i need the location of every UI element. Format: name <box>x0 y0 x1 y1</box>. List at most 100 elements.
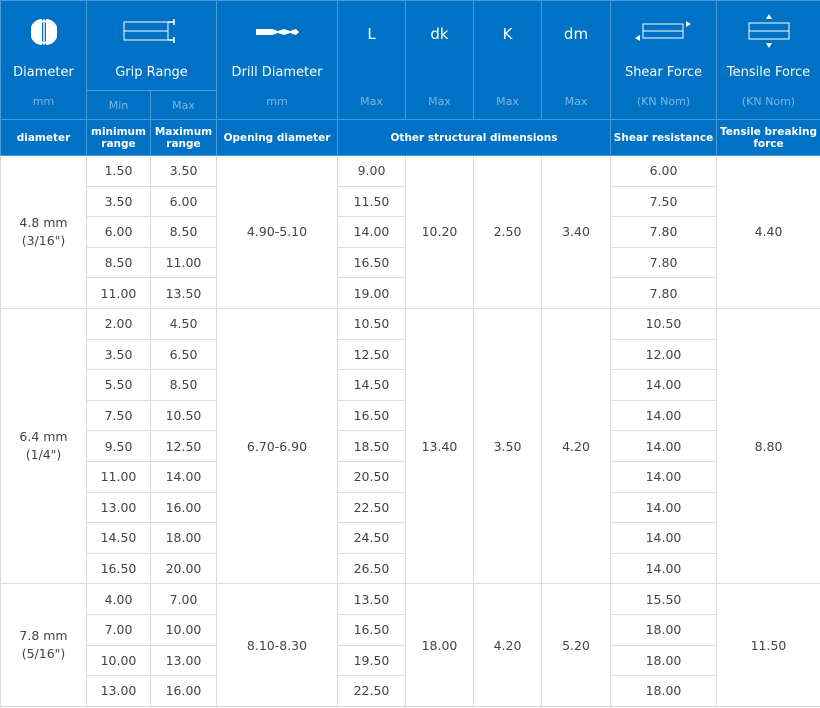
shear-cell: 12.00 <box>610 338 717 371</box>
diameter-mm: 7.8 mm <box>19 628 68 643</box>
L-cell: 19.00 <box>337 277 406 309</box>
diameter-mm: 6.4 mm <box>19 429 68 445</box>
header-title: Tensile Force <box>726 65 811 80</box>
L-cell: 20.50 <box>337 460 406 493</box>
L-cell: 16.50 <box>337 399 406 432</box>
table-row: 13.00 16.00 22.50 14.00 <box>1 491 820 524</box>
shear-cell: 14.00 <box>610 399 717 432</box>
table-row: 3.50 6.00 11.50 7.50 <box>1 185 820 218</box>
min-grip-cell: 8.50 <box>86 246 151 279</box>
table-row: 7.00 10.00 16.50 18.00 <box>1 613 820 646</box>
subheader-max: Maximum range <box>150 119 217 156</box>
L-cell: 14.00 <box>337 216 406 248</box>
max-grip-cell: 7.00 <box>150 583 217 615</box>
min-grip-cell: 14.50 <box>86 522 151 554</box>
K-cell: 3.50 <box>473 307 542 585</box>
max-grip-cell: 10.50 <box>150 399 217 432</box>
min-grip-cell: 7.50 <box>86 399 151 432</box>
L-cell: 12.50 <box>337 338 406 371</box>
max-grip-cell: 18.00 <box>150 522 217 554</box>
table-row: 3.50 6.50 12.50 12.00 <box>1 338 820 371</box>
shear-cell: 14.00 <box>610 369 717 401</box>
L-cell: 18.50 <box>337 430 406 462</box>
max-grip-cell: 6.00 <box>150 185 217 218</box>
min-grip-cell: 11.00 <box>86 460 151 493</box>
header-title: Drill Diameter <box>231 65 323 80</box>
drill-diameter-cell: 8.10-8.30 <box>216 583 338 707</box>
min-grip-cell: 9.50 <box>86 430 151 462</box>
header-unit: Max <box>360 95 383 108</box>
max-grip-cell: 3.50 <box>150 155 217 187</box>
header-unit: mm <box>266 95 288 108</box>
header-title: K <box>502 25 513 43</box>
shear-cell: 18.00 <box>610 644 717 677</box>
L-cell: 22.50 <box>337 675 406 707</box>
max-grip-cell: 13.50 <box>150 277 217 309</box>
header-title: Grip Range <box>115 65 188 80</box>
diameter-inch: (5/16") <box>21 646 66 661</box>
header-max: Max <box>150 90 217 120</box>
min-grip-cell: 2.00 <box>86 307 151 340</box>
max-grip-cell: 13.00 <box>150 644 217 677</box>
min-grip-cell: 1.50 <box>86 155 151 187</box>
shear-cell: 18.00 <box>610 675 717 707</box>
table-body: 4.8 mm (3/16") 1.50 3.50 4.90-5.10 9.00 10.20 2… <box>0 155 820 707</box>
L-cell: 14.50 <box>337 369 406 401</box>
grip-range-icon <box>87 15 216 51</box>
table-row: 9.50 12.50 18.50 14.00 <box>1 430 820 462</box>
table-row: 13.00 16.00 22.50 18.00 <box>1 675 820 707</box>
subheader-tensile: Tensile breaking force <box>716 119 820 156</box>
subheader-shear: Shear resistance <box>610 119 717 156</box>
drill-diameter-cell: 6.70-6.90 <box>216 307 338 585</box>
diameter-mm: 4.8 mm <box>19 214 68 230</box>
header-dk: dk Max <box>405 0 474 120</box>
min-grip-cell: 3.50 <box>86 185 151 218</box>
diameter-inch: (3/16") <box>21 232 66 248</box>
header-tensile-force: Tensile Force (KN Nom) <box>716 0 820 120</box>
drill-diameter-cell: 4.90-5.10 <box>216 155 338 309</box>
table-row: 11.00 14.00 20.50 14.00 <box>1 460 820 493</box>
shear-cell: 15.50 <box>610 583 717 615</box>
shear-cell: 10.50 <box>610 307 717 340</box>
shear-cell: 14.00 <box>610 552 717 585</box>
header-drill-diameter: Drill Diameter mm <box>216 0 338 120</box>
max-grip-cell: 20.00 <box>150 552 217 585</box>
table-row: 4.8 mm (3/16") 1.50 3.50 4.90-5.10 9.00 10.20 2… <box>0 155 820 309</box>
min-grip-cell: 13.00 <box>86 675 151 707</box>
tensile-force-icon <box>717 11 820 48</box>
L-cell: 10.50 <box>337 307 406 340</box>
shear-cell: 14.00 <box>610 430 717 462</box>
tensile-cell: 11.50 <box>716 583 820 707</box>
L-cell: 9.00 <box>337 155 406 187</box>
table-row: 6.00 8.50 14.00 7.80 <box>1 216 820 248</box>
header-L: L Max <box>337 0 406 120</box>
max-grip-cell: 11.00 <box>150 246 217 279</box>
diameter-cell: 6.4 mm (1/4") <box>0 307 87 585</box>
tensile-cell: 8.80 <box>716 307 820 585</box>
dm-cell: 5.20 <box>541 583 611 707</box>
dm-cell: 4.20 <box>541 307 611 585</box>
max-grip-cell: 10.00 <box>150 613 217 646</box>
max-grip-cell: 12.50 <box>150 430 217 462</box>
header-K: K Max <box>473 0 542 120</box>
header-diameter: Diameter mm <box>0 0 87 120</box>
header-min: Min <box>86 90 151 120</box>
shear-cell: 7.80 <box>610 246 717 279</box>
shear-force-icon <box>611 17 716 47</box>
header-title: Shear Force <box>624 65 703 80</box>
min-grip-cell: 4.00 <box>86 583 151 615</box>
header-title: L <box>367 25 376 43</box>
min-grip-cell: 7.00 <box>86 613 151 646</box>
shear-cell: 14.00 <box>610 491 717 524</box>
header-unit: Max <box>496 95 519 108</box>
max-grip-cell: 14.00 <box>150 460 217 493</box>
max-grip-cell: 8.50 <box>150 216 217 248</box>
shear-cell: 14.00 <box>610 522 717 554</box>
header-title: dm <box>563 25 589 43</box>
max-grip-cell: 6.50 <box>150 338 217 371</box>
diameter-cell: 7.8 mm (5/16") <box>0 583 87 707</box>
min-grip-cell: 13.00 <box>86 491 151 524</box>
shear-cell: 6.00 <box>610 155 717 187</box>
header-grip-range: Grip Range <box>86 0 217 91</box>
